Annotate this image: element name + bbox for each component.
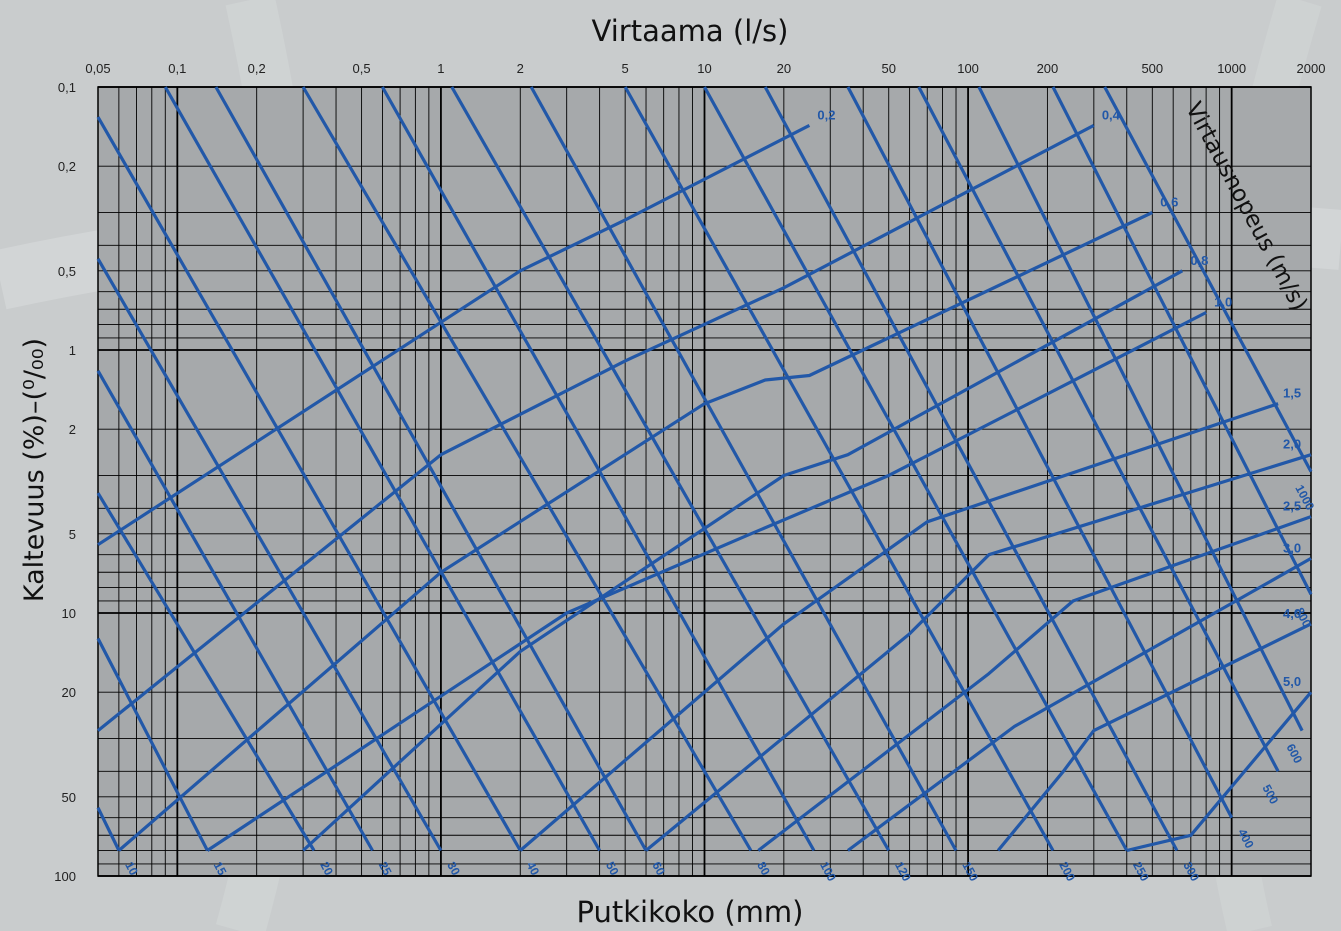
pipe-line-1000 <box>1103 86 1313 473</box>
y-tick-label: 10 <box>62 606 76 621</box>
pipe-label-80: 80 <box>754 859 773 878</box>
pipe-line-600 <box>977 86 1304 732</box>
velocity-line-4,0 <box>996 622 1312 852</box>
velocity-label-3,0: 3,0 <box>1283 540 1301 555</box>
x-tick-label: 100 <box>957 61 979 76</box>
pipe-line-250 <box>703 86 1129 852</box>
y-tick-label: 2 <box>69 422 76 437</box>
velocity-line-2,0 <box>644 453 1312 852</box>
x-tick-label: 1000 <box>1217 61 1246 76</box>
x-tick-labels: 0,05 0,1 0,2 0,5 1 2 5 10 20 50 100 200 500 1000 2000 <box>85 61 1325 76</box>
y-tick-label: 0,2 <box>58 159 76 174</box>
pipe-line-800 <box>1051 86 1313 596</box>
bottom-axis-title: Putkikoko (mm) <box>577 895 804 929</box>
y-tick-label: 0,1 <box>58 80 76 95</box>
pipe-label-15: 15 <box>211 859 230 878</box>
velocity-line-0,8 <box>302 269 1184 852</box>
pipe-line-80 <box>301 86 753 852</box>
velocity-lines <box>96 123 1313 853</box>
velocity-label-0,8: 0,8 <box>1190 253 1208 268</box>
grid <box>97 86 1312 877</box>
velocity-line-5,0 <box>1126 691 1313 853</box>
velocity-label-2,0: 2,0 <box>1283 437 1301 452</box>
velocity-label-1,0: 1,0 <box>1214 294 1232 309</box>
y-tick-label: 20 <box>62 685 76 700</box>
x-tick-label: 2000 <box>1297 61 1326 76</box>
x-tick-label: 10 <box>697 61 711 76</box>
pipe-line-150 <box>529 86 958 852</box>
pipe-line-500 <box>917 86 1280 773</box>
y-tick-label: 0,5 <box>58 264 76 279</box>
pipe-size-lines <box>96 86 1313 852</box>
pipe-line-40 <box>96 116 522 852</box>
x-tick-label: 50 <box>881 61 895 76</box>
pipe-line-120 <box>450 86 891 852</box>
pipe-line-60 <box>214 86 648 852</box>
x-tick-label: 5 <box>622 61 629 76</box>
velocity-label-5,0: 5,0 <box>1283 674 1301 689</box>
velocity-label-0,2: 0,2 <box>817 107 835 122</box>
pipe-line-30 <box>96 257 443 852</box>
velocity-line-1,5 <box>519 402 1279 852</box>
velocity-line-0,6 <box>117 211 1153 852</box>
velocity-label-2,5: 2,5 <box>1283 499 1301 514</box>
top-axis-title: Virtaama (l/s) <box>592 14 789 48</box>
x-tick-label: 20 <box>777 61 791 76</box>
velocity-line-0,2 <box>97 123 811 547</box>
pipe-label-10: 10 <box>122 859 141 878</box>
pipe-line-15 <box>96 637 209 852</box>
pipe-label-50: 50 <box>603 859 622 878</box>
pipe-line-20 <box>96 492 316 852</box>
x-tick-label: 0,5 <box>353 61 371 76</box>
left-axis-title: Kaltevuus (%)–(⁰/₀₀) <box>19 338 50 602</box>
x-tick-label: 2 <box>517 61 524 76</box>
pipe-label-60: 60 <box>649 859 668 878</box>
x-tick-label: 500 <box>1141 61 1163 76</box>
y-tick-labels: 0,1 0,2 0,5 1 2 5 10 20 50 100 <box>54 80 76 884</box>
pipe-label-40: 40 <box>524 859 543 878</box>
x-tick-label: 1 <box>437 61 444 76</box>
velocity-line-3,0 <box>846 557 1312 852</box>
velocity-label-0,6: 0,6 <box>1160 194 1178 209</box>
pipe-line-200 <box>623 86 1055 852</box>
x-tick-label: 0,05 <box>85 61 110 76</box>
velocity-label-1,5: 1,5 <box>1283 386 1301 401</box>
x-tick-label: 0,2 <box>248 61 266 76</box>
pipe-line-10 <box>96 806 121 852</box>
velocity-label-0,4: 0,4 <box>1102 107 1121 122</box>
velocity-line-2,5 <box>757 515 1312 852</box>
pipe-label-20: 20 <box>317 859 336 878</box>
x-tick-label: 200 <box>1037 61 1059 76</box>
velocity-line-1,0 <box>206 311 1207 852</box>
y-tick-label: 100 <box>54 869 76 884</box>
velocity-label-4,0: 4,0 <box>1283 606 1301 621</box>
pipe-label-25: 25 <box>376 859 395 878</box>
pipe-label-30: 30 <box>444 859 463 878</box>
x-tick-label: 0,1 <box>168 61 186 76</box>
y-tick-label: 5 <box>69 527 76 542</box>
pipe-line-50 <box>163 86 601 852</box>
pipe-line-100 <box>381 86 816 852</box>
y-tick-label: 50 <box>62 790 76 805</box>
y-tick-label: 1 <box>69 343 76 358</box>
velocity-line-0,4 <box>96 123 1095 732</box>
